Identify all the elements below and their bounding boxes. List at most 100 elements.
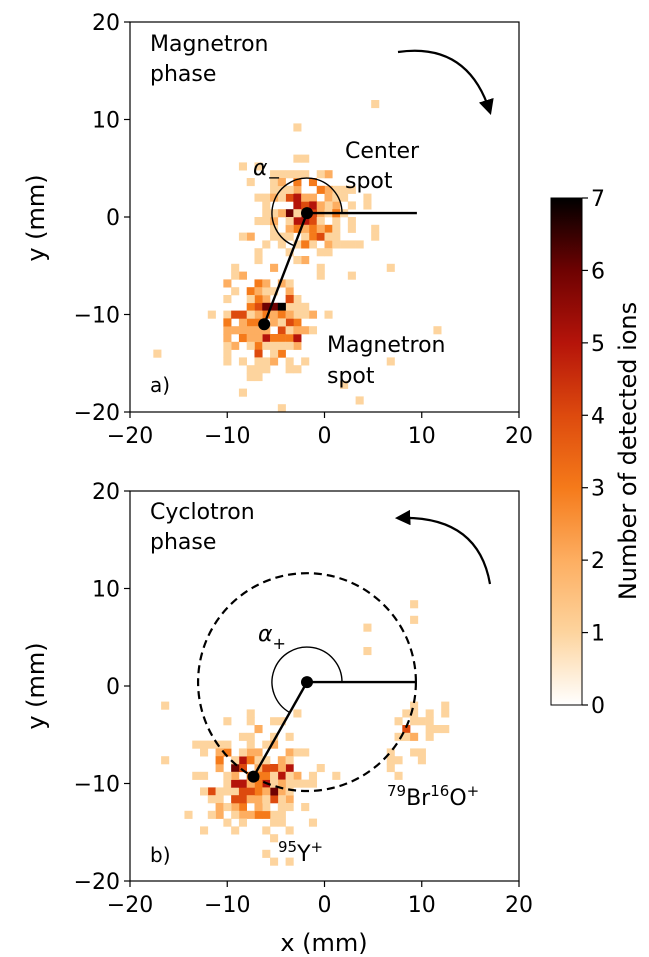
- heatmap-cell: [316, 271, 325, 280]
- heatmap-cell: [277, 341, 286, 350]
- heatmap-cell: [254, 162, 263, 171]
- heatmap-cell: [246, 787, 255, 796]
- heatmap-cell: [246, 365, 255, 374]
- heatmap-cell: [231, 803, 240, 812]
- heatmap-cell: [293, 709, 302, 718]
- heatmap-cell: [262, 201, 271, 210]
- heatmap-cell: [254, 334, 263, 343]
- heatmap-cell: [324, 240, 333, 249]
- heatmap-cell: [402, 709, 411, 718]
- heatmap-cell: [332, 232, 341, 241]
- heatmap-cell: [332, 771, 341, 780]
- heatmap-cell: [293, 748, 302, 757]
- heatmap-cell: [340, 240, 349, 249]
- heatmap-cell: [270, 795, 279, 804]
- heatmap-cell: [215, 795, 224, 804]
- heatmap-cell: [371, 224, 380, 233]
- heatmap-cell: [285, 341, 294, 350]
- x-tick-label: −10: [204, 893, 250, 918]
- heatmap-cell: [238, 388, 247, 397]
- heatmap-cell: [285, 318, 294, 327]
- heatmap-cell: [410, 717, 419, 726]
- heatmap-cell: [410, 600, 419, 609]
- heatmap-cell: [301, 193, 310, 202]
- heatmap-cell: [293, 779, 302, 788]
- heatmap-cell: [301, 154, 310, 163]
- heatmap-cell: [340, 185, 349, 194]
- heatmap-cell: [231, 287, 240, 296]
- x-tick-label: 10: [408, 893, 436, 918]
- heatmap-cell: [441, 725, 450, 734]
- heatmap-cell: [238, 748, 247, 757]
- heatmap-cell: [270, 834, 279, 843]
- panel-a-magnetron-spot-label-1: Magnetron: [327, 333, 446, 358]
- heatmap-cell: [402, 725, 411, 734]
- heatmap-cell: [262, 302, 271, 311]
- panel-b: −20−20 −10 −10 0 0 10 10 20 20 y (mm) x (mm) Cyc…: [22, 480, 533, 957]
- heatmap-cell: [223, 357, 232, 366]
- heatmap-cell: [270, 232, 279, 241]
- heatmap-cell: [363, 647, 372, 656]
- heatmap-cell: [425, 709, 434, 718]
- heatmap-cell: [277, 717, 286, 726]
- heatmap-cell: [332, 224, 341, 233]
- heatmap-cell: [277, 818, 286, 827]
- heatmap-cell: [347, 224, 356, 233]
- heatmap-cell: [277, 349, 286, 358]
- heatmap-cell: [223, 779, 232, 788]
- heatmap-cell: [270, 818, 279, 827]
- heatmap-cell: [308, 201, 318, 210]
- heatmap-cell: [238, 334, 247, 343]
- heatmap-cell: [231, 271, 240, 280]
- heatmap-cell: [238, 787, 247, 796]
- heatmap-cell: [285, 365, 294, 374]
- heatmap-cell: [410, 709, 419, 718]
- panel-a-center-spot-label-1: Center: [345, 139, 420, 164]
- heatmap-cell: [285, 803, 294, 812]
- colorbar-tick-label: 7: [591, 187, 605, 212]
- heatmap-cell: [386, 748, 395, 757]
- heatmap-cell: [262, 365, 271, 374]
- heatmap-cell: [207, 740, 216, 749]
- heatmap-cell: [277, 756, 286, 765]
- heatmap-cell: [262, 217, 271, 226]
- panel-b-ticks: −20−20 −10 −10 0 0 10 10 20 20: [74, 480, 533, 918]
- heatmap-cell: [270, 771, 279, 780]
- heatmap-cell: [293, 256, 302, 265]
- heatmap-cell: [308, 771, 318, 780]
- x-tick-label: −20: [107, 893, 153, 918]
- heatmap-cell: [161, 756, 170, 765]
- y-tick-label: −10: [74, 773, 120, 798]
- heatmap-cell: [270, 732, 279, 741]
- heatmap-cell: [347, 271, 356, 280]
- heatmap-cell: [277, 326, 286, 335]
- heatmap-cell: [371, 232, 380, 241]
- heatmap-cell: [200, 748, 209, 757]
- colorbar: 0 1 2 3 4 5 6 7 Number of detected ions: [550, 187, 642, 719]
- heatmap-cell: [246, 232, 255, 241]
- heatmap-cell: [293, 201, 302, 210]
- heatmap-cell: [246, 795, 255, 804]
- heatmap-cell: [301, 240, 310, 249]
- heatmap-cell: [200, 826, 209, 835]
- heatmap-cell: [347, 201, 356, 210]
- heatmap-cell: [340, 193, 349, 202]
- heatmap-cell: [285, 357, 294, 366]
- heatmap-cell: [215, 740, 224, 749]
- heatmap-cell: [293, 310, 302, 319]
- panel-a-ticks: −20−20 −10 −10 0 0 10 10 20 20: [74, 11, 533, 449]
- heatmap-cell: [308, 193, 318, 202]
- heatmap-cell: [308, 779, 318, 788]
- heatmap-cell: [270, 857, 279, 866]
- heatmap-cell: [270, 717, 279, 726]
- heatmap-cell: [285, 248, 294, 257]
- panel-a-rotation-arrow: [397, 49, 494, 115]
- heatmap-cell: [238, 779, 247, 788]
- heatmap-cell: [246, 740, 255, 749]
- heatmap-cell: [262, 849, 271, 858]
- heatmap-cell: [246, 326, 255, 335]
- heatmap-cell: [246, 732, 255, 741]
- heatmap-cell: [254, 725, 263, 734]
- heatmap-cell: [386, 263, 395, 272]
